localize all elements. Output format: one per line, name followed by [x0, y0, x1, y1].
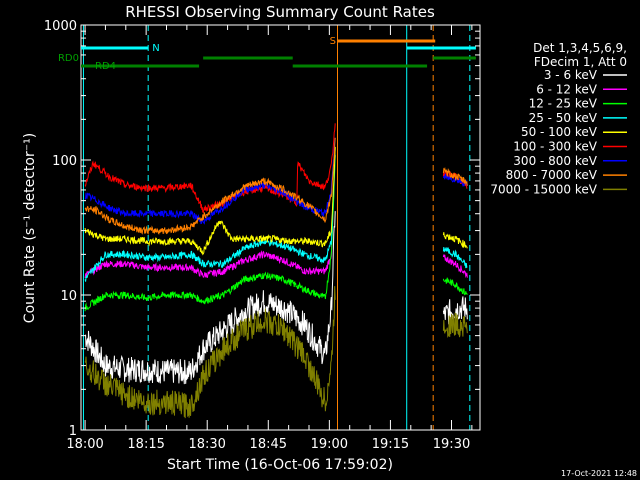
legend-entry-label: 12 - 25 keV	[529, 97, 598, 111]
legend-entry-label: 6 - 12 keV	[536, 82, 598, 96]
x-tick-label: 18:15	[127, 437, 164, 452]
x-axis-label: Start Time (16-Oct-06 17:59:02)	[167, 457, 393, 473]
y-tick-label: 1000	[44, 19, 77, 34]
x-tick-label: 18:45	[250, 437, 287, 452]
x-tick-label: 19:30	[433, 437, 470, 452]
x-tick-label: 19:00	[311, 437, 348, 452]
y-axis-label: Count Rate (s⁻¹ detector⁻¹)	[22, 133, 38, 323]
flag-label: RD4	[95, 61, 116, 72]
series-trace	[442, 247, 468, 269]
x-tick-label: 18:00	[66, 437, 103, 452]
legend-entry-label: 300 - 800 keV	[513, 154, 597, 168]
legend-entry-label: 25 - 50 keV	[529, 111, 598, 125]
series-trace	[442, 232, 468, 249]
series-trace	[84, 211, 336, 385]
legend-header-line-1: Det 1,3,4,5,6,9,	[533, 41, 627, 55]
y-tick-label: 1	[69, 424, 77, 439]
series-trace	[84, 147, 336, 282]
series-trace	[442, 254, 468, 279]
plot-frame	[80, 24, 481, 431]
series-trace	[84, 137, 336, 235]
series-trace	[442, 277, 468, 296]
plot-area	[82, 25, 471, 430]
legend-entry-label: 800 - 7000 keV	[506, 168, 598, 182]
series-trace	[84, 154, 336, 312]
chart-title: RHESSI Observing Summary Count Rates	[125, 3, 435, 21]
series-trace	[84, 146, 336, 256]
series-trace	[84, 123, 336, 214]
legend-entry-label: 50 - 100 keV	[521, 125, 598, 139]
legend-entry-label: 3 - 6 keV	[544, 68, 598, 82]
legend-entry-label: 7000 - 15000 keV	[490, 182, 597, 196]
x-tick-label: 18:30	[188, 437, 225, 452]
series-trace	[442, 167, 468, 186]
legend-header-line-2: FDecim 1, Att 0	[534, 55, 627, 69]
series-trace	[442, 312, 468, 339]
series-trace	[84, 155, 336, 279]
flag-label: RD0	[58, 53, 79, 64]
flag-label: N	[152, 43, 159, 54]
y-tick-label: 10	[60, 289, 77, 304]
flag-label: S	[330, 36, 336, 47]
y-tick-label: 100	[52, 154, 77, 169]
timestamp-stamp: 17-Oct-2021 12:48	[561, 469, 637, 478]
series-trace	[84, 286, 336, 419]
x-tick-label: 19:15	[372, 437, 409, 452]
legend-entry-label: 100 - 300 keV	[513, 140, 597, 154]
